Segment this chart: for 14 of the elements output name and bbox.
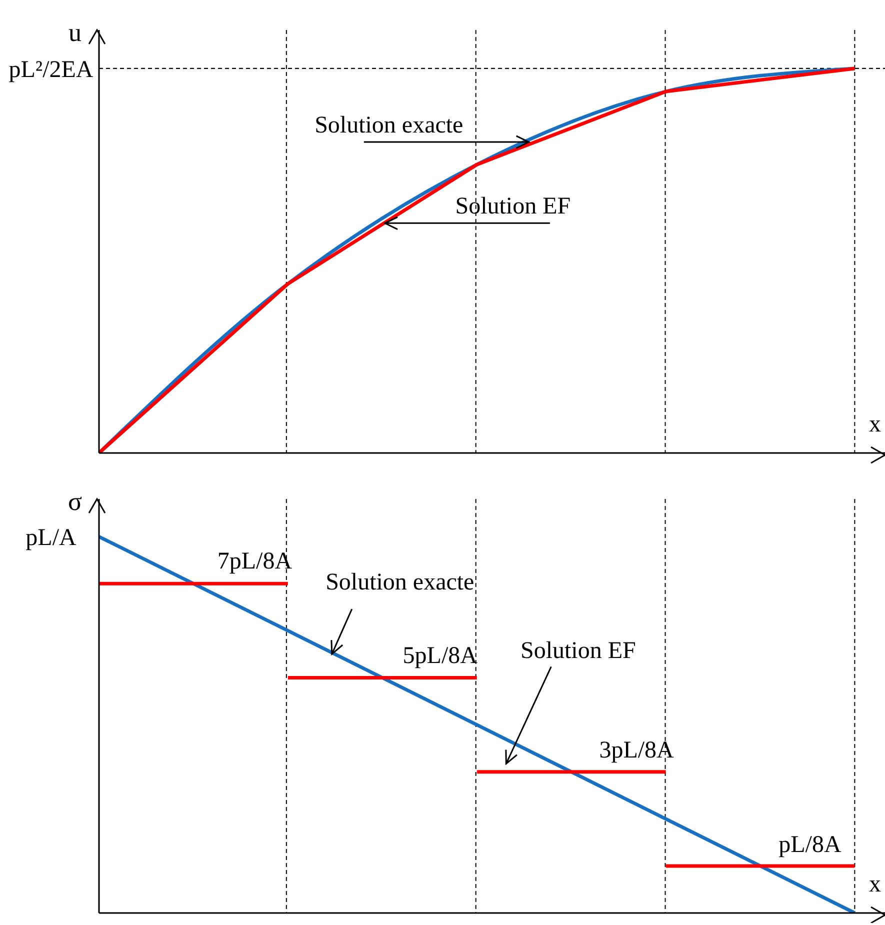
annotation: Solution EF [520,638,636,664]
annotation: 3pL/8A [599,738,675,764]
annotation: pL/8A [778,832,842,858]
annotation: Solution EF [455,194,571,220]
annotation: Solution exacte [326,569,474,596]
ref-line-label: pL²/2EA [8,57,94,84]
annotation: Solution exacte [314,112,464,138]
x-axis-title: x [869,871,881,898]
y-axis-title: u [68,18,82,48]
x-axis-title: x [869,411,881,438]
annotation: 7pL/8A [217,548,293,574]
y-axis-title: σ [68,487,82,516]
annotation: 5pL/8A [402,643,478,670]
text: pL/A [26,525,77,552]
